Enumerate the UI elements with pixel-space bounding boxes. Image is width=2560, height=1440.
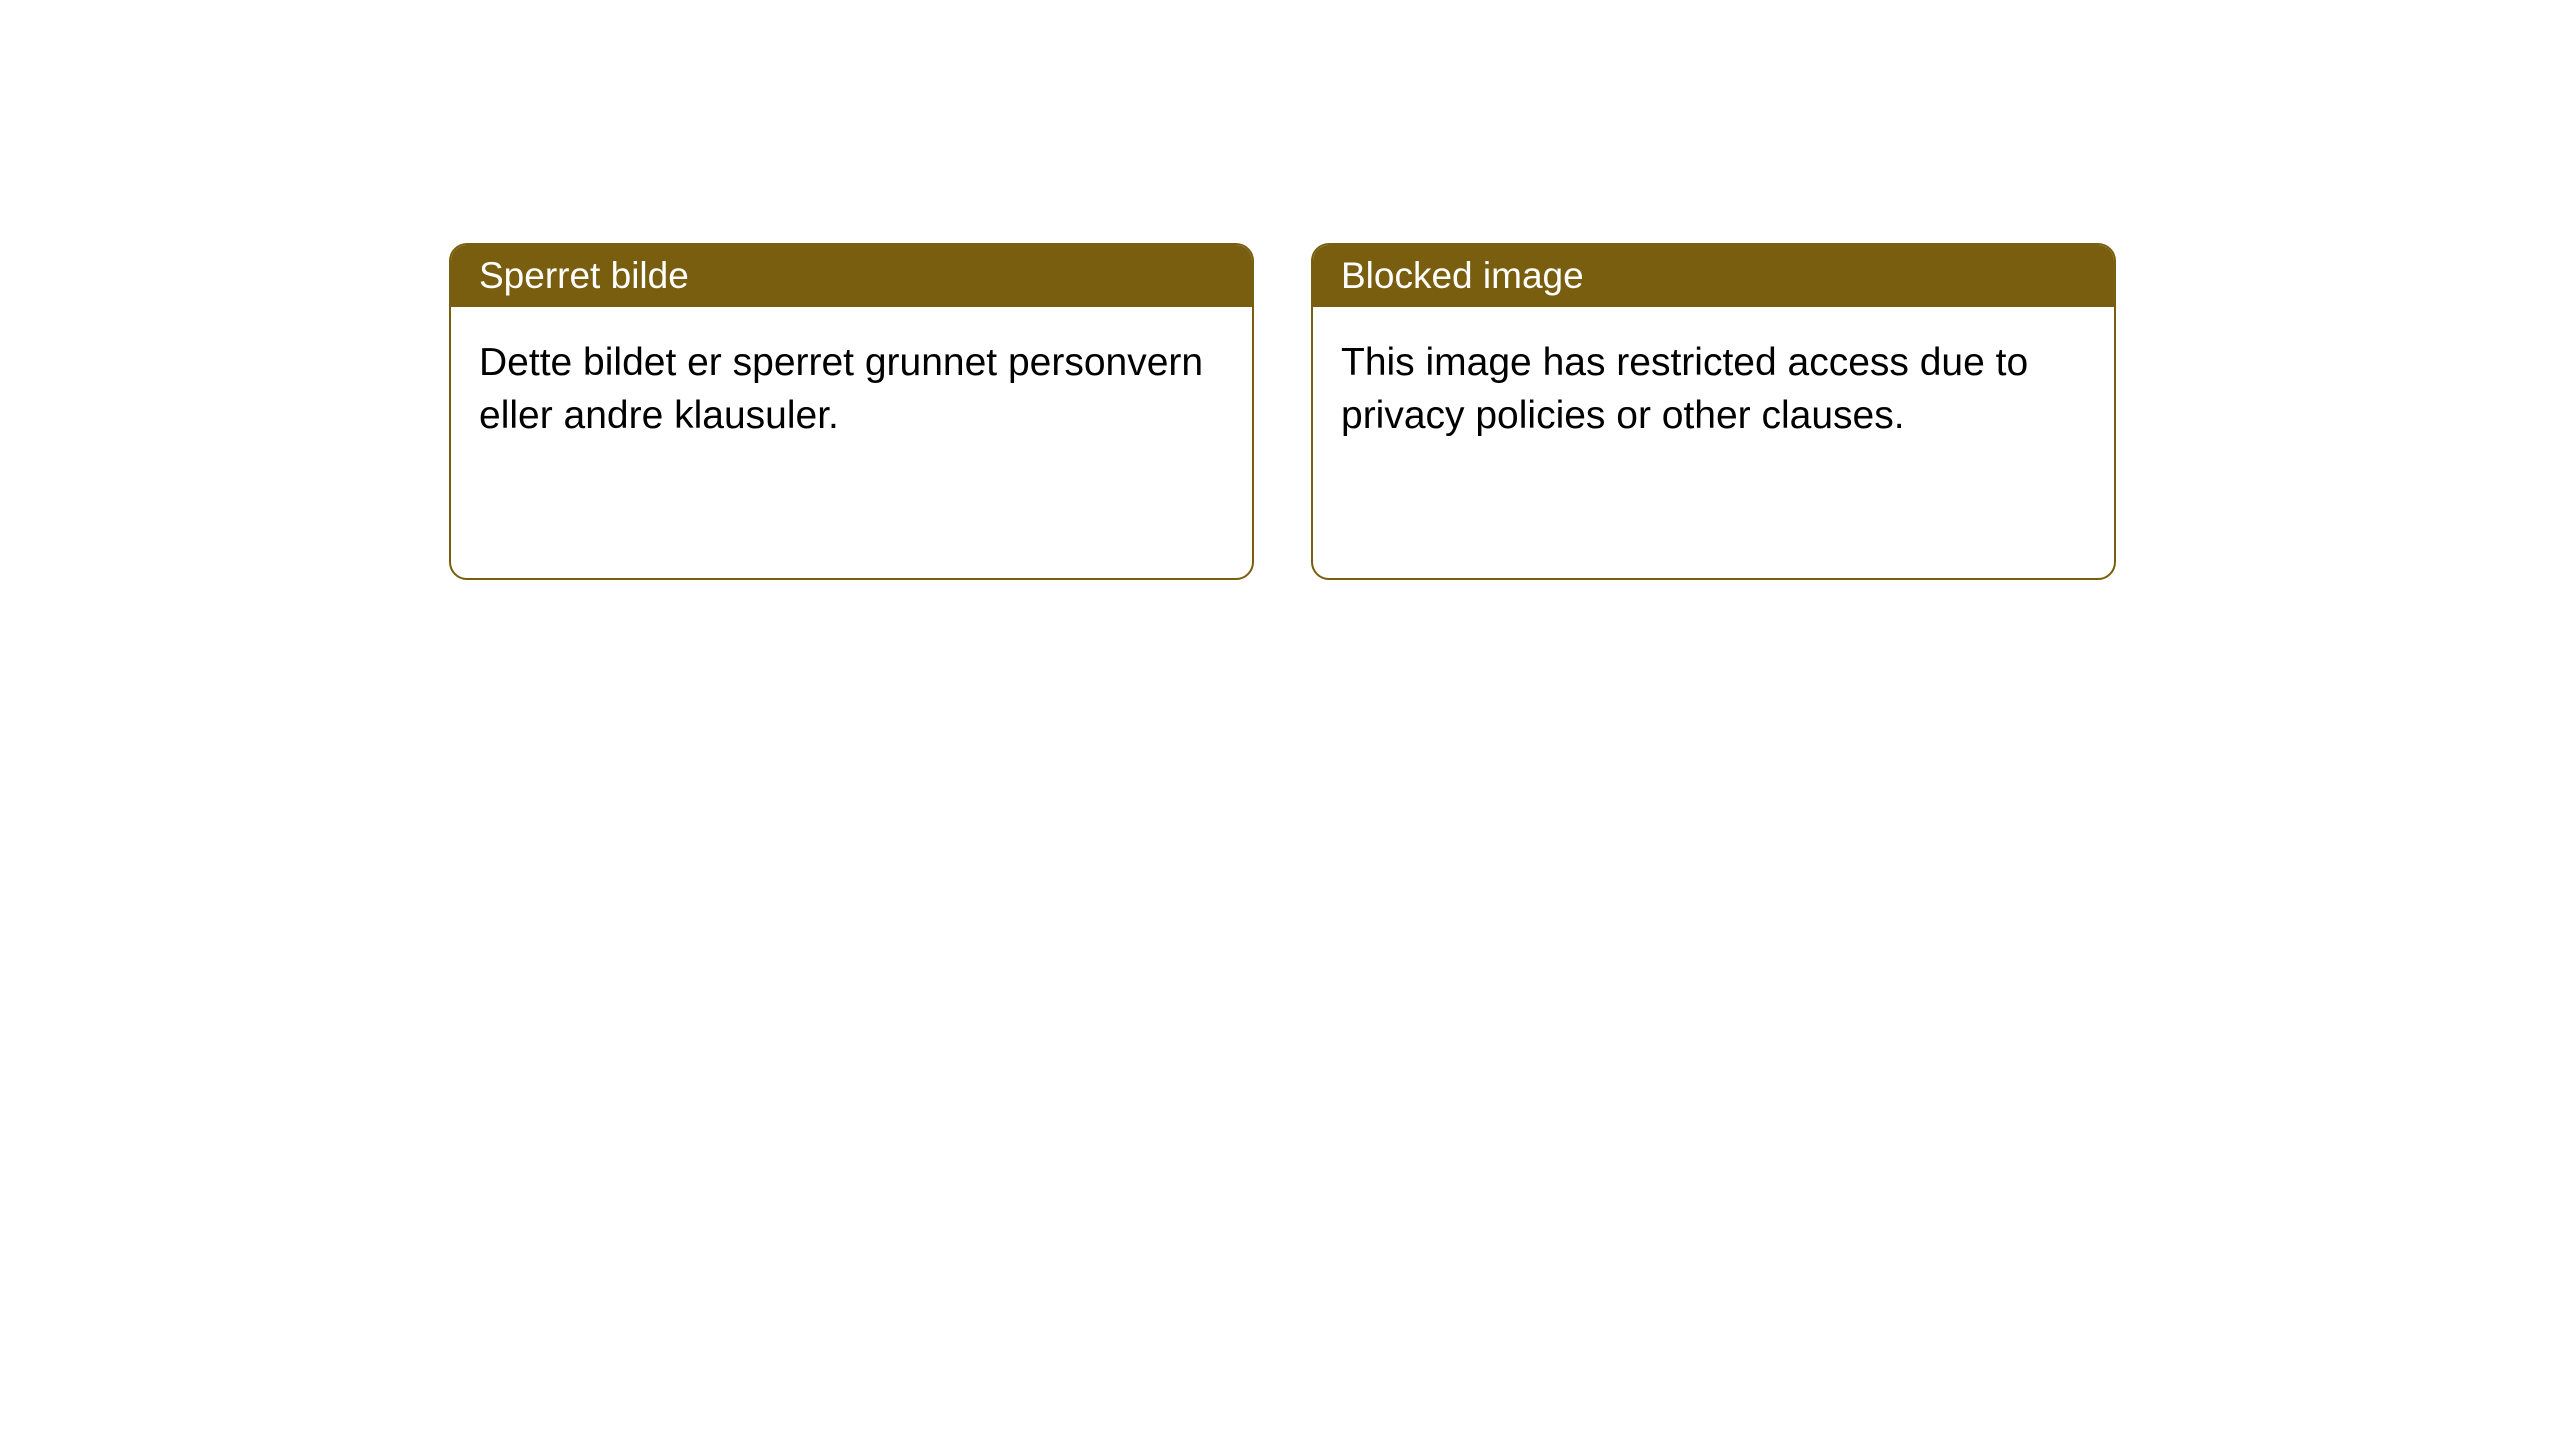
- notice-container: Sperret bilde Dette bildet er sperret gr…: [449, 243, 2116, 580]
- card-title: Sperret bilde: [479, 255, 689, 296]
- notice-card-english: Blocked image This image has restricted …: [1311, 243, 2116, 580]
- card-header: Sperret bilde: [451, 245, 1252, 307]
- card-body: Dette bildet er sperret grunnet personve…: [451, 307, 1252, 472]
- card-header: Blocked image: [1313, 245, 2114, 307]
- card-body-text: This image has restricted access due to …: [1341, 341, 2028, 437]
- notice-card-norwegian: Sperret bilde Dette bildet er sperret gr…: [449, 243, 1254, 580]
- card-body-text: Dette bildet er sperret grunnet personve…: [479, 341, 1203, 437]
- card-body: This image has restricted access due to …: [1313, 307, 2114, 472]
- card-title: Blocked image: [1341, 255, 1584, 296]
